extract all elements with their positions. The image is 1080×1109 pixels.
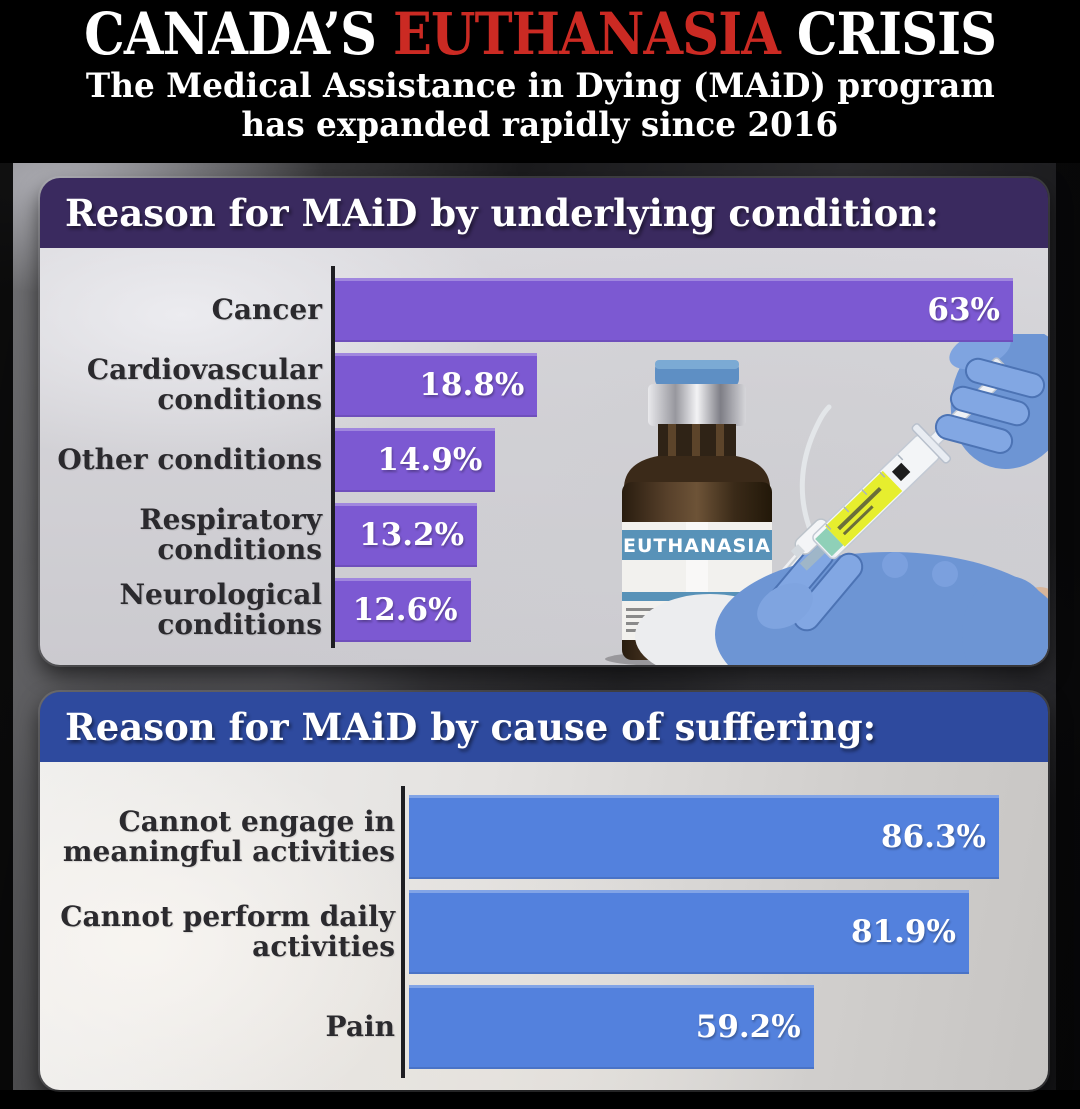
bar-other: 14.9% — [335, 428, 496, 492]
bar-track: 13.2% — [331, 503, 1013, 567]
syringe-tip — [799, 544, 827, 571]
value-label: 18.8% — [419, 367, 525, 403]
bar-row-neurological: Neurological conditions 12.6% — [56, 578, 1013, 642]
syringe-yellow-label — [825, 470, 903, 547]
bar-row-pain: Pain 59.2% — [56, 985, 999, 1069]
bar-respiratory: 13.2% — [335, 503, 478, 567]
category-label: Cannot engage in meaningful activities — [62, 805, 395, 868]
value-label: 59.2% — [695, 1009, 801, 1045]
bar-neurological: 12.6% — [335, 578, 471, 642]
category-label: Respiratory conditions — [139, 503, 322, 566]
value-label: 86.3% — [881, 819, 986, 855]
chart-title-underlying-condition: Reason for MAiD by underlying condition: — [40, 178, 1048, 248]
category-label: Pain — [325, 1010, 395, 1044]
category-label: Neurological conditions — [119, 578, 322, 641]
bar-track: 12.6% — [331, 578, 1013, 642]
subtitle-line-2: has expanded rapidly since 2016 — [241, 105, 839, 145]
bar-track: 81.9% — [405, 890, 999, 974]
chart-panel-underlying-condition: Reason for MAiD by underlying condition: — [40, 178, 1048, 665]
top-glove-fingers — [934, 357, 1046, 454]
page-title: CANADA’S EUTHANASIA CRISIS — [0, 0, 1080, 63]
chart-area-underlying-condition: EUTHANASIA — [40, 248, 1048, 665]
bar-row-daily-activities: Cannot perform daily activities 81.9% — [56, 890, 999, 974]
title-suffix: CRISIS — [796, 0, 997, 68]
bar-pain: 59.2% — [409, 985, 814, 1069]
vial-label-text: EUTHANASIA — [623, 535, 771, 557]
bar-row-cancer: Cancer 63% — [56, 278, 1013, 342]
value-label: 63% — [927, 292, 1000, 328]
chart-title-cause-of-suffering: Reason for MAiD by cause of suffering: — [40, 692, 1048, 762]
title-highlight: EUTHANASIA — [392, 0, 781, 68]
bar-track: 18.8% — [331, 353, 1013, 417]
bar-row-cardiovascular: Cardiovascular conditions 18.8% — [56, 353, 1013, 417]
value-label: 12.6% — [352, 592, 458, 628]
bar-track: 63% — [331, 278, 1013, 342]
value-label: 13.2% — [359, 517, 465, 553]
bar-track: 86.3% — [405, 795, 999, 879]
bar-track: 14.9% — [331, 428, 1013, 492]
bar-meaningful-activities: 86.3% — [409, 795, 999, 879]
bottom-glove-hand — [635, 540, 1048, 665]
bar-row-respiratory: Respiratory conditions 13.2% — [56, 503, 1013, 567]
category-label: Other conditions — [57, 443, 322, 477]
vial-metal-band — [648, 384, 746, 426]
bar-row-other: Other conditions 14.9% — [56, 428, 1013, 492]
masthead: CANADA’S EUTHANASIA CRISIS The Medical A… — [0, 0, 1080, 163]
page-subtitle: The Medical Assistance in Dying (MAiD) p… — [0, 67, 1080, 145]
bar-cardiovascular: 18.8% — [335, 353, 538, 417]
bar-daily-activities: 81.9% — [409, 890, 969, 974]
bar-rows: Cannot engage in meaningful activities 8… — [56, 795, 999, 1080]
category-label: Cancer — [211, 293, 322, 327]
y-axis — [401, 786, 405, 1078]
chart-area-cause-of-suffering: Cannot engage in meaningful activities 8… — [40, 762, 1048, 1090]
bar-track: 59.2% — [405, 985, 999, 1069]
title-prefix: CANADA’S — [84, 0, 377, 68]
category-label: Cardiovascular conditions — [86, 353, 322, 416]
value-label: 81.9% — [850, 914, 956, 950]
bar-rows: Cancer 63% Cardiovascular conditions 18.… — [56, 278, 1013, 653]
bar-row-meaningful-activities: Cannot engage in meaningful activities 8… — [56, 795, 999, 879]
bar-cancer: 63% — [335, 278, 1013, 342]
subtitle-line-1: The Medical Assistance in Dying (MAiD) p… — [85, 66, 995, 106]
chart-panel-cause-of-suffering: Reason for MAiD by cause of suffering: C… — [40, 692, 1048, 1090]
value-label: 14.9% — [377, 442, 483, 478]
y-axis — [331, 266, 335, 648]
category-label: Cannot perform daily activities — [60, 900, 395, 963]
